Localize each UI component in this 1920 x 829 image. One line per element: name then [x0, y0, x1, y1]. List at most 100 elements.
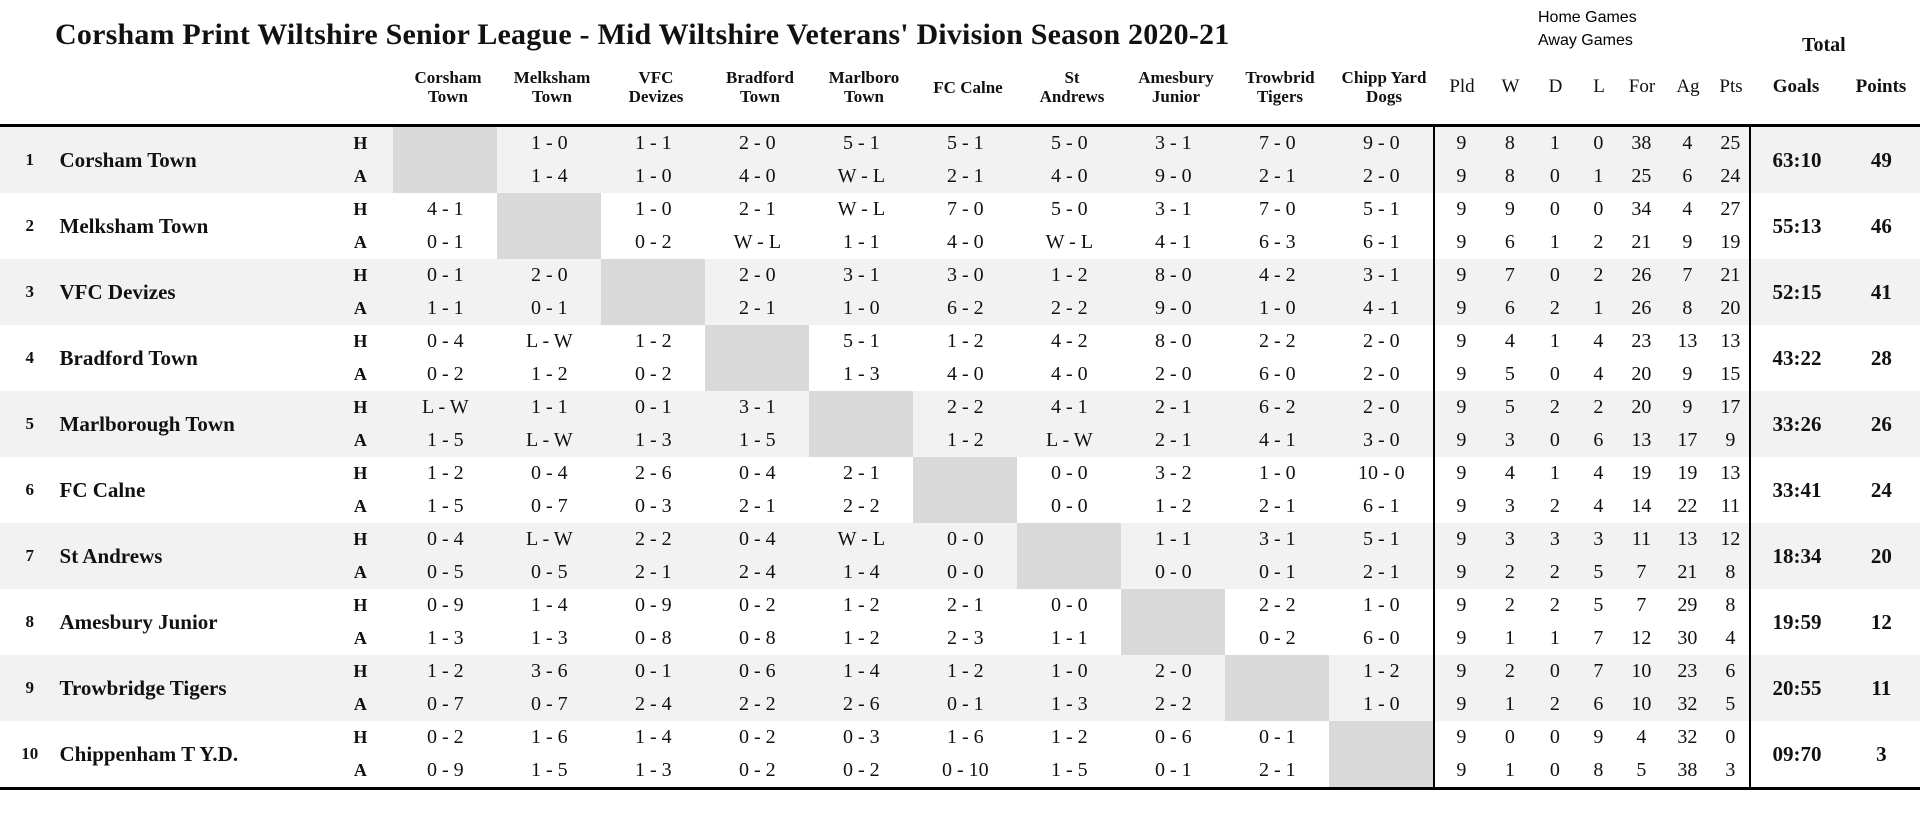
opponent-name-line: Melksham — [513, 68, 591, 87]
score-cell: 1 - 2 — [947, 660, 984, 682]
stat-cell: 1 — [1549, 330, 1560, 352]
opponent-name-line: Town — [427, 87, 468, 106]
column-header-row: Corsham Town Melksham Town VFC Devizes Bradfor… — [0, 52, 1920, 122]
stat-cell: 1 — [1549, 462, 1560, 484]
home-away-subrows: H 0 - 1 2 - 0 2 - 0 3 - 1 3 - 0 1 - 2 8 - 0 4 - … — [327, 259, 1749, 325]
stat-cell: 4 — [1593, 495, 1604, 517]
stat-cell: 4 — [1593, 363, 1604, 385]
points-total: 49 — [1870, 147, 1892, 172]
score-cell: 1 - 1 — [843, 231, 880, 253]
stat-cell: 9 — [1456, 693, 1467, 715]
score-cell: L - W — [526, 429, 573, 451]
stat-cell: 9 — [1456, 429, 1467, 451]
score-cell: 1 - 1 — [427, 297, 464, 319]
home-away-label: H — [353, 265, 368, 285]
stat-cell: 0 — [1549, 429, 1560, 451]
score-cell: 1 - 0 — [1363, 594, 1400, 616]
results-row-home: H 4 - 1 1 - 0 2 - 1 W - L 7 - 0 5 - 0 3 - 1 7 - … — [327, 193, 1749, 226]
score-cell: 1 - 0 — [1259, 462, 1296, 484]
score-cell: 2 - 1 — [843, 462, 880, 484]
diagonal-cell — [1121, 622, 1226, 655]
score-cell: L - W — [526, 330, 573, 352]
stat-cell: 25 — [1720, 132, 1741, 154]
score-cell: 2 - 2 — [1259, 594, 1296, 616]
diagonal-cell — [809, 391, 914, 424]
score-cell: 2 - 1 — [1259, 165, 1296, 187]
score-cell: 5 - 1 — [843, 330, 880, 352]
points-total: 26 — [1870, 411, 1892, 436]
score-cell: 0 - 1 — [427, 264, 464, 286]
stat-cell: 1 — [1504, 627, 1515, 649]
score-cell: 1 - 4 — [531, 594, 568, 616]
stats-group: 9 0 0 9 4 32 0 — [1433, 721, 1749, 754]
score-cell: 0 - 1 — [531, 297, 568, 319]
home-away-label: A — [353, 562, 367, 582]
score-cell: 1 - 0 — [1363, 693, 1400, 715]
score-cell: 0 - 0 — [1051, 594, 1088, 616]
stat-cell: 1 — [1593, 165, 1604, 187]
score-cell: 4 - 1 — [427, 198, 464, 220]
stat-cell: 0 — [1549, 264, 1560, 286]
score-cell: 1 - 0 — [531, 132, 568, 154]
stat-cell: 9 — [1456, 462, 1467, 484]
home-away-label: H — [353, 199, 368, 219]
score-cell: 2 - 2 — [635, 528, 672, 550]
score-cell: 4 - 0 — [947, 363, 984, 385]
score-cell: 0 - 1 — [635, 660, 672, 682]
home-away-subrows: H 0 - 2 1 - 6 1 - 4 0 - 2 0 - 3 1 - 6 1 - 2 0 - … — [327, 721, 1749, 787]
column-header-stat: For — [1628, 76, 1656, 97]
score-cell: 4 - 2 — [1051, 330, 1088, 352]
column-header-opponent: St Andrews — [1020, 52, 1124, 122]
stats-group: 9 3 2 4 14 22 11 — [1433, 490, 1749, 523]
score-cell: 4 - 0 — [1051, 165, 1088, 187]
stat-cell: 5 — [1636, 759, 1647, 781]
home-away-label: A — [353, 694, 367, 714]
stat-cell: 3 — [1504, 495, 1515, 517]
results-row-away: A 0 - 5 0 - 5 2 - 1 2 - 4 1 - 4 0 - 0 0 - 0 0 - … — [327, 556, 1749, 589]
home-away-subrows: H L - W 1 - 1 0 - 1 3 - 1 2 - 2 4 - 1 2 - 1 6 - … — [327, 391, 1749, 457]
opponent-name-line: Junior — [1151, 87, 1201, 106]
stat-cell: 3 — [1725, 759, 1736, 781]
score-cell: 7 - 0 — [1259, 198, 1296, 220]
score-cell: 2 - 1 — [1155, 429, 1192, 451]
goals-total: 52:15 — [1749, 259, 1842, 325]
stat-cell: 4 — [1504, 330, 1515, 352]
score-cell: 0 - 2 — [739, 594, 776, 616]
stat-cell: 7 — [1504, 264, 1515, 286]
score-cell: 1 - 0 — [843, 297, 880, 319]
stat-cell: 8 — [1725, 561, 1736, 583]
stat-cell: 38 — [1631, 132, 1652, 154]
score-cell: 1 - 3 — [635, 759, 672, 781]
team-name: Corsham Town — [59, 147, 197, 172]
score-cell: 1 - 0 — [635, 198, 672, 220]
opponent-name-line: Dogs — [1366, 87, 1402, 106]
results-row-home: H 1 - 2 0 - 4 2 - 6 0 - 4 2 - 1 0 - 0 3 - 2 1 - … — [327, 457, 1749, 490]
results-row-away: A 1 - 3 1 - 3 0 - 8 0 - 8 1 - 2 2 - 3 1 - 1 0 - … — [327, 622, 1749, 655]
score-cell: 4 - 1 — [1363, 297, 1400, 319]
stat-cell: 2 — [1549, 495, 1560, 517]
score-cell: 0 - 4 — [531, 462, 568, 484]
home-away-label: A — [353, 496, 367, 516]
score-cell: 0 - 7 — [531, 693, 568, 715]
row-position: 10 — [21, 744, 39, 763]
goals-total: 18:34 — [1749, 523, 1842, 589]
stats-group: 9 1 1 7 12 30 4 — [1433, 622, 1749, 655]
stat-cell: 19 — [1631, 462, 1652, 484]
score-cell: W - L — [1045, 231, 1094, 253]
team-name: Chippenham T Y.D. — [59, 741, 239, 766]
score-cell: 6 - 3 — [1259, 231, 1296, 253]
score-cell: 0 - 8 — [635, 627, 672, 649]
score-cell: 2 - 2 — [1259, 330, 1296, 352]
results-row-away: A 0 - 2 1 - 2 0 - 2 1 - 3 4 - 0 4 - 0 2 - 0 6 - … — [327, 358, 1749, 391]
home-away-label: H — [353, 661, 368, 681]
results-row-away: A 0 - 7 0 - 7 2 - 4 2 - 2 2 - 6 0 - 1 1 - 3 2 - … — [327, 688, 1749, 721]
score-cell: 3 - 6 — [531, 660, 568, 682]
stat-cell: 9 — [1456, 198, 1467, 220]
column-header-stat: D — [1548, 76, 1563, 97]
stat-cell: 4 — [1593, 462, 1604, 484]
score-cell: 2 - 1 — [947, 594, 984, 616]
stat-cell: 8 — [1504, 165, 1515, 187]
stat-cell: 2 — [1549, 693, 1560, 715]
score-cell: 2 - 0 — [739, 132, 776, 154]
goals-total: 43:22 — [1749, 325, 1842, 391]
